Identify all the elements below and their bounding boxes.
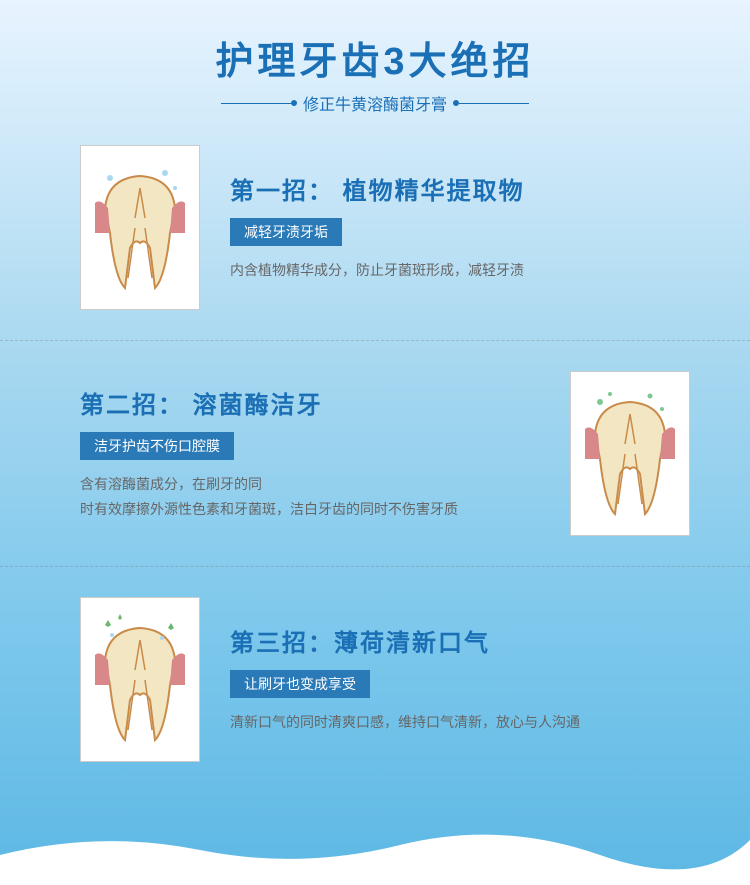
tooth-icon	[90, 610, 190, 750]
section-1-text: 第一招： 植物精华提取物 减轻牙渍牙垢 内含植物精华成分，防止牙菌斑形成，减轻牙…	[230, 171, 690, 283]
section-3-desc: 清新口气的同时清爽口感，维持口气清新，放心与人沟通	[230, 710, 690, 735]
main-title: 护理牙齿3大绝招	[0, 30, 750, 85]
decorative-line-left	[221, 103, 291, 104]
wave-decoration	[0, 825, 750, 885]
section-1-desc: 内含植物精华成分，防止牙菌斑形成，减轻牙渍	[230, 258, 690, 283]
header: 护理牙齿3大绝招 修正牛黄溶酶菌牙膏	[0, 0, 750, 115]
section-2: 第二招： 溶菌酶洁牙 洁牙护齿不伤口腔膜 含有溶酶菌成分，在刷牙的同时有效摩擦外…	[0, 341, 750, 567]
section-3-badge: 让刷牙也变成享受	[230, 670, 370, 698]
section-3-text: 第三招：薄荷清新口气 让刷牙也变成享受 清新口气的同时清爽口感，维持口气清新，放…	[230, 623, 690, 735]
section-1-title: 第一招： 植物精华提取物	[230, 171, 690, 206]
section-2-title: 第二招： 溶菌酶洁牙	[80, 385, 540, 420]
tooth-illustration-2	[570, 371, 690, 536]
decorative-line-right	[459, 103, 529, 104]
section-2-badge: 洁牙护齿不伤口腔膜	[80, 432, 234, 460]
section-2-text: 第二招： 溶菌酶洁牙 洁牙护齿不伤口腔膜 含有溶酶菌成分，在刷牙的同时有效摩擦外…	[80, 385, 540, 522]
section-1-badge: 减轻牙渍牙垢	[230, 218, 342, 246]
subtitle-row: 修正牛黄溶酶菌牙膏	[0, 91, 750, 115]
tooth-icon	[580, 384, 680, 524]
section-1: 第一招： 植物精华提取物 减轻牙渍牙垢 内含植物精华成分，防止牙菌斑形成，减轻牙…	[0, 115, 750, 341]
subtitle: 修正牛黄溶酶菌牙膏	[303, 91, 447, 115]
section-3-title: 第三招：薄荷清新口气	[230, 623, 690, 658]
tooth-illustration-3	[80, 597, 200, 762]
tooth-icon	[90, 158, 190, 298]
section-3: 第三招：薄荷清新口气 让刷牙也变成享受 清新口气的同时清爽口感，维持口气清新，放…	[0, 567, 750, 792]
section-2-desc: 含有溶酶菌成分，在刷牙的同时有效摩擦外源性色素和牙菌斑，洁白牙齿的同时不伤害牙质	[80, 472, 540, 522]
tooth-illustration-1	[80, 145, 200, 310]
